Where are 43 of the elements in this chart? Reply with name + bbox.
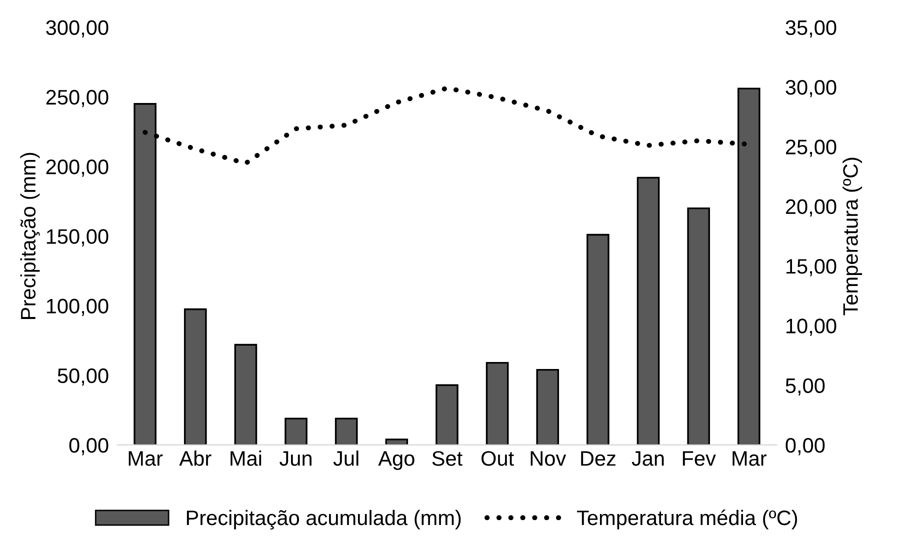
x-tick-label: Dez	[581, 451, 616, 466]
x-tick-label: Mai	[230, 450, 262, 466]
legend-label: Precipitação acumulada (mm)	[186, 510, 461, 530]
y2-tick-label: 5,00	[786, 378, 825, 396]
y-axis-title: Precipitação (mm)	[20, 152, 40, 319]
bar	[284, 418, 308, 445]
y-tick-label: 50,00	[58, 368, 108, 386]
bar	[687, 207, 710, 445]
bar	[536, 368, 560, 445]
x-tick-label: Out	[482, 451, 514, 466]
bar	[184, 308, 207, 445]
y2-tick-label: 15,00	[786, 258, 836, 276]
bar	[436, 384, 458, 445]
y2-tick-label: 20,00	[786, 199, 836, 217]
x-tick-label: Mar	[732, 451, 766, 466]
y-tick-label: 200,00	[46, 160, 108, 177]
x-tick-label: Fev	[682, 451, 716, 466]
bar	[234, 344, 258, 445]
x-tick-label: Jan	[632, 451, 664, 466]
legend-label: Temperatura média (ºC)	[577, 510, 798, 530]
bar	[586, 234, 610, 445]
y-tick-label: 300,00	[46, 20, 108, 38]
x-tick-label: Jul	[333, 450, 358, 466]
x-tick-label: Set	[432, 451, 462, 466]
bar	[486, 362, 509, 445]
y-tick-label: 100,00	[46, 298, 108, 316]
bar	[636, 176, 660, 445]
y-tick-label: 250,00	[46, 90, 108, 108]
x-tick-label: Nov	[530, 451, 566, 466]
y2-tick-label: 30,00	[786, 80, 836, 98]
bar	[385, 438, 408, 445]
x-tick-label: Mar	[128, 451, 163, 466]
y-tick-label: 150,00	[46, 229, 108, 246]
x-tick-label: Abr	[179, 450, 212, 466]
x-tick-label: Ago	[378, 451, 414, 470]
y2-tick-label: 0,00	[786, 438, 825, 456]
x-tick-label: Jun	[280, 451, 312, 466]
y2-tick-label: 10,00	[786, 318, 836, 336]
y2-axis-title: Temperatura (ºC)	[842, 158, 862, 316]
y2-tick-label: 25,00	[786, 140, 836, 157]
bar	[334, 418, 358, 445]
y2-tick-label: 35,00	[786, 20, 836, 38]
y-tick-label: 0,00	[69, 438, 108, 456]
